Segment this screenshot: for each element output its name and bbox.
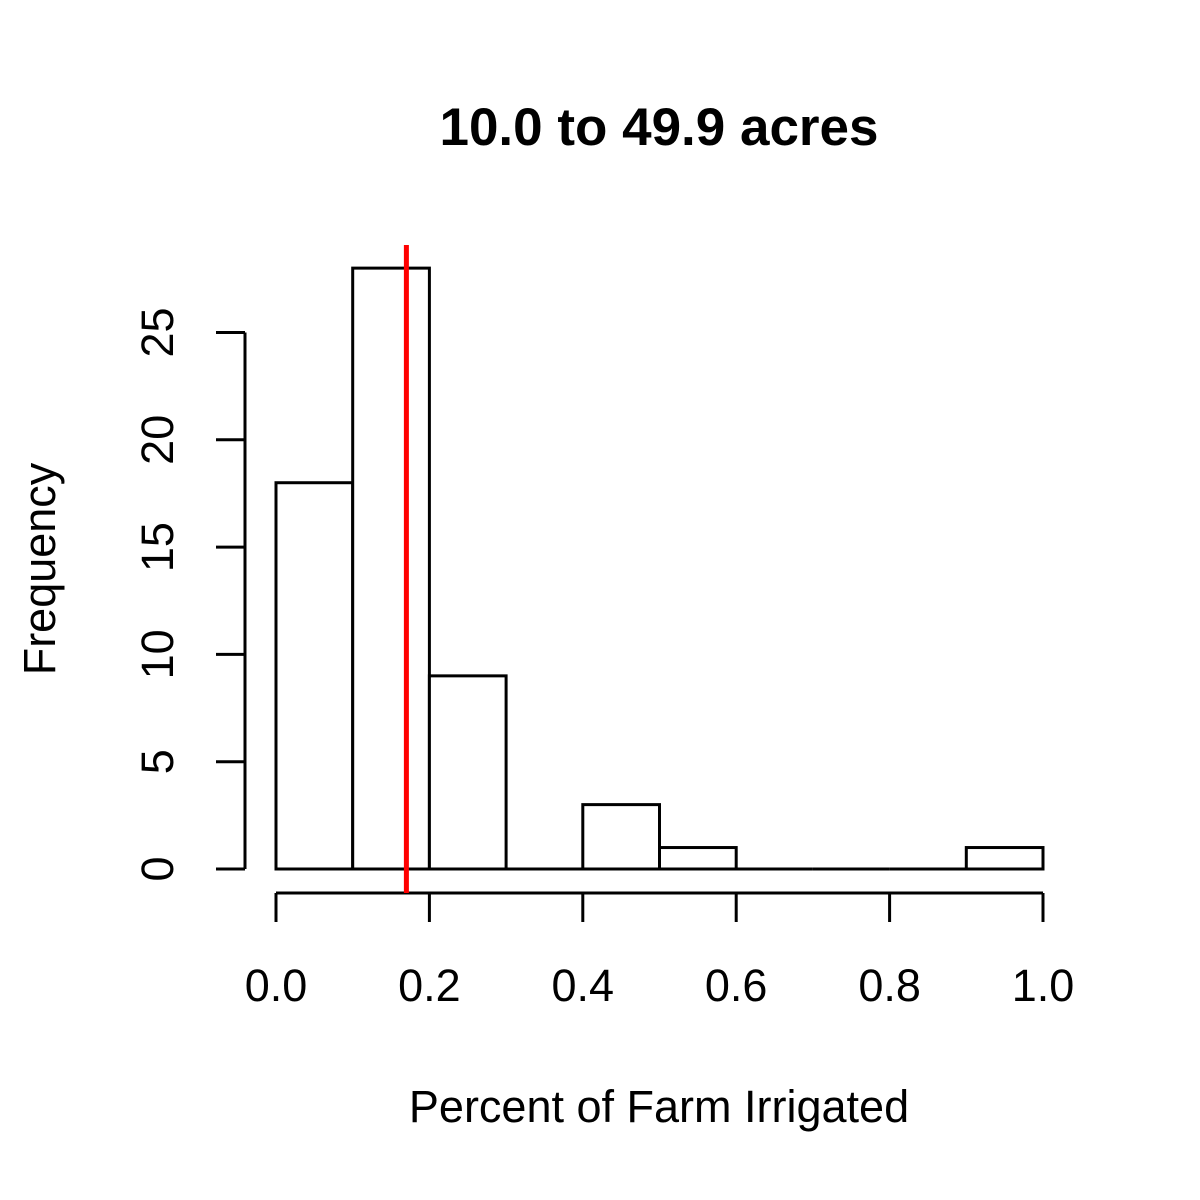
histogram-bar [964, 846, 1045, 871]
y-tick-label: 15 [132, 522, 183, 572]
y-tick-label: 5 [132, 749, 183, 774]
histogram-bar [274, 481, 355, 871]
chart-title: 10.0 to 49.9 acres [439, 98, 878, 157]
x-axis: 0.0 0.2 0.4 0.6 0.8 1.0 [245, 891, 1075, 1011]
histogram-bar [658, 846, 738, 871]
x-tick-label: 1.0 [1012, 960, 1075, 1011]
x-tick-label: 0.4 [552, 960, 615, 1011]
x-tick-label: 0.8 [858, 960, 921, 1011]
x-tick-label: 0.0 [245, 960, 308, 1011]
histogram-bar [427, 674, 508, 871]
histogram-bar [351, 266, 431, 871]
histogram-bar [581, 803, 661, 871]
y-axis: 0 5 10 15 20 25 [132, 307, 247, 882]
y-tick-label: 25 [132, 307, 183, 357]
y-tick-label: 0 [132, 856, 183, 881]
y-axis-label: Frequency [14, 462, 65, 675]
y-tick-label: 10 [132, 629, 183, 679]
x-tick-label: 0.2 [398, 960, 461, 1011]
x-axis-label: Percent of Farm Irrigated [409, 1081, 909, 1132]
x-tick-label: 0.6 [705, 960, 768, 1011]
histogram-bars [274, 266, 1045, 871]
y-tick-label: 20 [132, 415, 183, 465]
